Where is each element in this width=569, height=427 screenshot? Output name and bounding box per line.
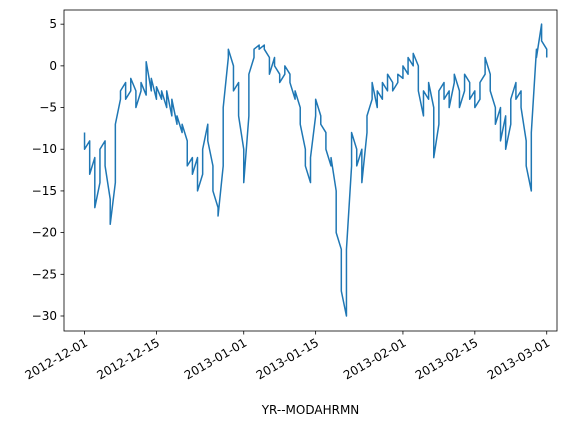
- x-axis-label: YR--MODAHRMN: [261, 403, 360, 417]
- x-tick-label: 2012-12-15: [95, 335, 162, 382]
- y-tick-label: −5: [39, 101, 57, 115]
- x-axis: 2012-12-01 2012-12-15 2013-01-01 2013-01-15…: [23, 331, 553, 382]
- y-axis: 5 0 −5 −10 −15 −20 −25 −30: [32, 17, 64, 323]
- y-tick-label: −20: [32, 226, 57, 240]
- y-tick-label: −15: [32, 184, 57, 198]
- y-tick-label: 0: [49, 59, 57, 73]
- x-tick-label: 2013-01-15: [254, 335, 321, 382]
- y-tick-label: −30: [32, 309, 57, 323]
- x-tick-label: 2013-03-01: [485, 335, 552, 382]
- y-tick-label: −10: [32, 142, 57, 156]
- series-line-temperature: [85, 24, 547, 316]
- plot-area: [85, 24, 547, 316]
- x-tick-label: 2013-01-01: [182, 335, 249, 382]
- x-tick-label: 2012-12-01: [23, 335, 90, 382]
- x-tick-label: 2013-02-01: [341, 335, 408, 382]
- y-tick-label: −25: [32, 267, 57, 281]
- x-tick-label: 2013-02-15: [413, 335, 480, 382]
- y-tick-label: 5: [49, 17, 57, 31]
